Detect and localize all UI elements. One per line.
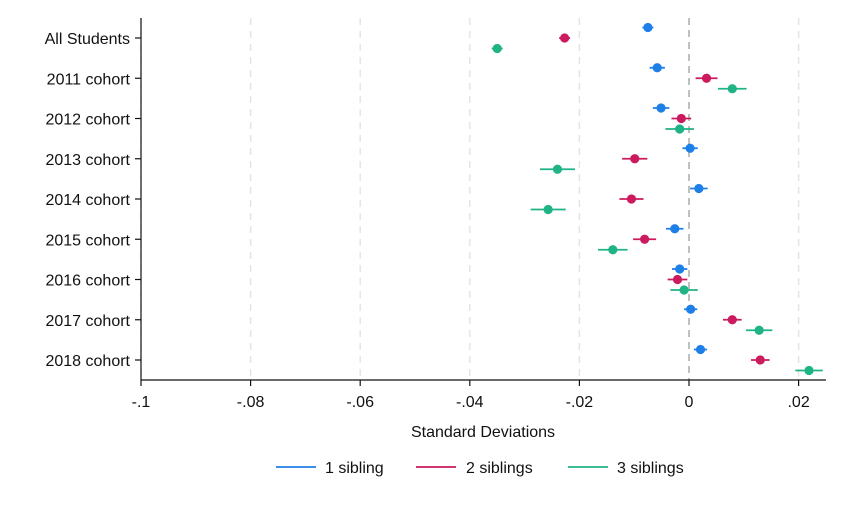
data-point: [676, 113, 686, 124]
data-point: [672, 274, 683, 285]
y-tick-label: 2011 cohort: [47, 71, 131, 88]
legend-label: 1 sibling: [325, 460, 384, 477]
grid-lines: [140, 18, 800, 380]
x-tick-label: -.04: [456, 394, 484, 411]
y-tick-label: 2018 cohort: [45, 353, 130, 370]
y-tick-label: 2017 cohort: [45, 313, 130, 330]
data-point: [686, 304, 696, 314]
data-point: [754, 325, 764, 335]
data-point: [630, 154, 640, 164]
data-point: [608, 245, 618, 255]
x-tick-label: -.06: [346, 394, 374, 411]
x-tick-label: -.1: [132, 394, 151, 411]
x-axis-title: Standard Deviations: [411, 424, 555, 441]
y-tick-label: 2012 cohort: [45, 112, 130, 129]
y-tick-label: 2014 cohort: [45, 192, 130, 209]
x-tick-label: -.02: [566, 394, 594, 411]
data-point: [685, 143, 695, 153]
data-point: [670, 224, 680, 234]
x-tick-label: 0: [685, 394, 694, 411]
legend-label: 3 siblings: [617, 460, 684, 477]
data-point: [727, 315, 737, 325]
legend-label: 2 siblings: [466, 460, 533, 477]
axes: [135, 18, 826, 386]
legend: 1 sibling 2 siblings 3 siblings: [276, 460, 684, 477]
x-tick-label: .02: [787, 394, 809, 411]
y-tick-label: 2013 cohort: [45, 152, 130, 169]
data-point: [695, 344, 706, 355]
data-point: [643, 22, 653, 33]
data-point: [560, 33, 570, 43]
data-point: [656, 103, 666, 113]
data-point: [652, 63, 662, 73]
data-point: [694, 183, 704, 194]
data-point: [492, 43, 502, 54]
data-point: [675, 124, 685, 134]
x-tick-label: -.08: [237, 394, 265, 411]
data-point: [626, 194, 637, 204]
point-estimates: [492, 22, 814, 376]
data-point: [727, 84, 737, 94]
y-tick-label: 2016 cohort: [45, 273, 130, 290]
confidence-intervals: [491, 26, 823, 372]
data-point: [543, 204, 553, 215]
data-point: [679, 285, 689, 295]
data-point: [640, 234, 650, 244]
tick-labels: -.1 -.08 -.06 -.04 -.02 0 .02 All Students 2011 …: [45, 31, 810, 411]
data-point: [755, 355, 765, 365]
data-point: [701, 73, 712, 83]
data-point: [675, 264, 685, 274]
data-point: [804, 365, 814, 376]
y-tick-label: 2015 cohort: [45, 232, 130, 249]
data-point: [552, 164, 563, 174]
y-tick-label: All Students: [45, 31, 130, 48]
